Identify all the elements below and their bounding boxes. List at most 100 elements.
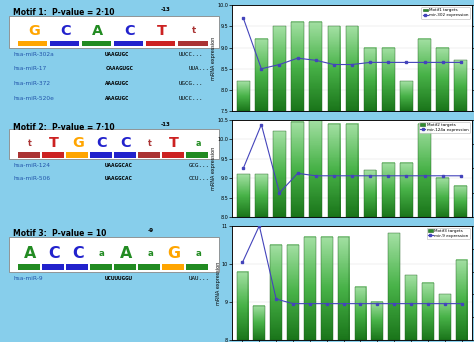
Bar (90, 264, 112, 271)
FancyBboxPatch shape (9, 129, 219, 159)
Bar (270, 245, 282, 340)
Bar (436, 48, 449, 111)
Text: G: G (167, 246, 181, 261)
Bar (328, 26, 340, 111)
Bar (364, 170, 376, 217)
Bar (418, 123, 431, 217)
Text: UAU...: UAU... (189, 276, 210, 281)
Text: -9: -9 (148, 228, 154, 233)
Text: a: a (195, 139, 201, 148)
Legend: Motif1 targets, mir-302 expression: Motif1 targets, mir-302 expression (421, 7, 470, 18)
Bar (287, 245, 299, 340)
Bar (400, 81, 413, 111)
Text: T: T (49, 136, 59, 150)
Text: UUCC...: UUCC... (179, 52, 203, 57)
Bar (162, 264, 184, 271)
Text: UAAGUGC: UAAGUGC (105, 52, 130, 57)
Bar (186, 153, 208, 158)
Text: -13: -13 (160, 122, 170, 127)
Bar (321, 237, 333, 340)
Bar (405, 275, 417, 340)
Bar (42, 264, 64, 271)
Text: hsa-miR-124: hsa-miR-124 (13, 162, 50, 168)
Bar (310, 22, 322, 111)
Bar (18, 41, 47, 47)
Bar (237, 272, 248, 340)
Bar (138, 153, 160, 158)
Text: hsa-miR-9: hsa-miR-9 (13, 276, 43, 281)
Bar (138, 264, 160, 271)
Bar (273, 26, 286, 111)
Text: AAAGUGC: AAAGUGC (105, 81, 130, 86)
Text: A: A (120, 246, 132, 261)
Bar (355, 287, 366, 340)
Bar (50, 41, 79, 47)
Text: Motif 2:  P-value = 7·10: Motif 2: P-value = 7·10 (13, 122, 115, 132)
Text: G: G (28, 24, 40, 38)
Text: hsa-miR-520e: hsa-miR-520e (13, 95, 55, 101)
Text: AAAGUGC: AAAGUGC (105, 95, 130, 101)
Text: UCUUUGGU: UCUUUGGU (105, 276, 133, 281)
Text: UGCG...: UGCG... (179, 81, 203, 86)
Bar (346, 123, 358, 217)
Text: t: t (192, 26, 196, 35)
Bar (254, 306, 265, 340)
Bar (90, 153, 112, 158)
Y-axis label: mRNA expression: mRNA expression (211, 37, 216, 80)
Text: a: a (147, 249, 153, 258)
Text: CCU...: CCU... (189, 176, 210, 181)
Text: C: C (72, 246, 84, 261)
Text: a: a (99, 249, 105, 258)
Bar (291, 122, 304, 217)
Bar (455, 186, 467, 217)
Y-axis label: mRNA expression: mRNA expression (216, 261, 220, 305)
Bar (146, 41, 175, 47)
Text: CAAAGUGC: CAAAGUGC (105, 66, 133, 71)
Bar (328, 123, 340, 217)
Bar (255, 39, 268, 111)
FancyBboxPatch shape (9, 16, 219, 48)
Text: A: A (24, 246, 36, 261)
Bar (114, 264, 136, 271)
Text: A: A (92, 24, 103, 38)
Bar (400, 162, 413, 217)
Text: hsa-miR-506: hsa-miR-506 (13, 176, 50, 181)
Bar (382, 162, 394, 217)
Text: -13: -13 (160, 7, 170, 12)
Bar (371, 302, 383, 340)
Legend: Motif3 targets, mir-9 expression: Motif3 targets, mir-9 expression (427, 228, 470, 239)
Bar (82, 41, 111, 47)
Text: t: t (148, 139, 152, 148)
Bar (436, 178, 449, 217)
Bar (18, 153, 40, 158)
Bar (114, 153, 136, 158)
Bar (255, 174, 268, 217)
Text: G: G (72, 136, 84, 150)
Text: C: C (125, 24, 135, 38)
Y-axis label: mRNA expression: mRNA expression (211, 147, 216, 190)
Bar (388, 233, 400, 340)
Legend: Motif2 targets, mir-124a expression: Motif2 targets, mir-124a expression (419, 122, 470, 133)
Bar (439, 294, 451, 340)
Text: UUCC...: UUCC... (179, 95, 203, 101)
Text: UUA...: UUA... (189, 66, 210, 71)
Bar (162, 153, 184, 158)
Bar (66, 153, 88, 158)
Text: hsa-miR-372: hsa-miR-372 (13, 81, 51, 86)
Bar (237, 81, 250, 111)
Bar (114, 41, 144, 47)
Text: C: C (61, 24, 71, 38)
Text: UAAGGCAC: UAAGGCAC (105, 176, 133, 181)
Bar (291, 22, 304, 111)
FancyBboxPatch shape (9, 237, 219, 272)
Bar (337, 237, 349, 340)
Text: Motif 3:  P-value = 10: Motif 3: P-value = 10 (13, 229, 107, 238)
Bar (456, 260, 467, 340)
Bar (455, 60, 467, 111)
Bar (186, 264, 208, 271)
Bar (18, 264, 40, 271)
Text: hsa-miR-302a: hsa-miR-302a (13, 52, 54, 57)
Bar (382, 48, 394, 111)
Text: C: C (121, 136, 131, 150)
Text: t: t (28, 139, 32, 148)
